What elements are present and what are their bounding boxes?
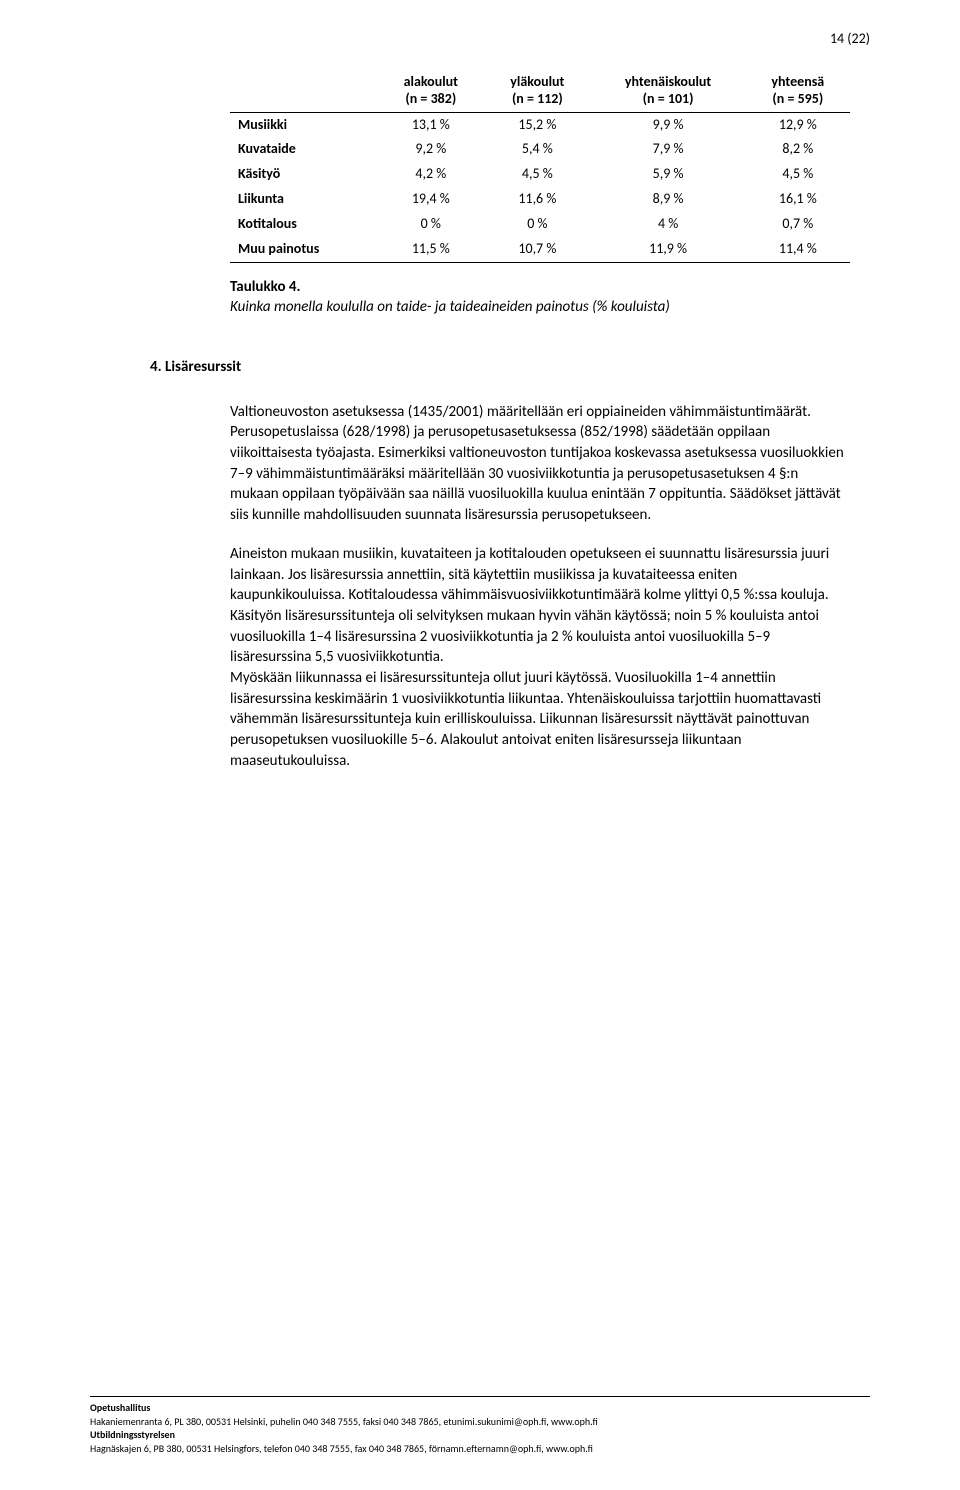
section-heading: 4. Lisäresurssit (150, 357, 870, 377)
row-value: 4,5 % (484, 162, 590, 187)
row-label: Kuvataide (230, 137, 377, 162)
footer-org-1: Opetushallitus (90, 1401, 870, 1415)
row-value: 15,2 % (484, 112, 590, 137)
row-value: 11,9 % (591, 237, 746, 262)
caption-bold: Taulukko 4. (230, 278, 301, 296)
footer-line-2: Hagnäskajen 6, PB 380, 00531 Helsingfors… (90, 1442, 870, 1456)
row-value: 13,1 % (377, 112, 484, 137)
col-header-0 (230, 70, 377, 112)
row-value: 8,2 % (746, 137, 850, 162)
row-label: Kotitalous (230, 212, 377, 237)
table-body: Musiikki13,1 %15,2 %9,9 %12,9 %Kuvataide… (230, 112, 850, 262)
col-header-4: yhteensä(n = 595) (746, 70, 850, 112)
table-row: Muu painotus11,5 %10,7 %11,9 %11,4 % (230, 237, 850, 262)
row-label: Käsityö (230, 162, 377, 187)
page-footer: Opetushallitus Hakaniemenranta 6, PL 380… (90, 1396, 870, 1455)
table-caption: Taulukko 4. Kuinka monella koululla on t… (230, 277, 870, 318)
caption-italic: Kuinka monella koululla on taide- ja tai… (230, 298, 670, 316)
paragraphs-container: Valtioneuvoston asetuksessa (1435/2001) … (230, 402, 850, 772)
row-label: Liikunta (230, 187, 377, 212)
row-value: 4,5 % (746, 162, 850, 187)
row-value: 11,5 % (377, 237, 484, 262)
paragraph-2: Aineiston mukaan musiikin, kuvataiteen j… (230, 544, 850, 668)
table-row: Kotitalous0 %0 %4 %0,7 % (230, 212, 850, 237)
row-label: Muu painotus (230, 237, 377, 262)
row-value: 0 % (377, 212, 484, 237)
table-header-row: alakoulut(n = 382) yläkoulut(n = 112) yh… (230, 70, 850, 112)
row-label: Musiikki (230, 112, 377, 137)
table-row: Kuvataide9,2 %5,4 %7,9 %8,2 % (230, 137, 850, 162)
table-row: Musiikki13,1 %15,2 %9,9 %12,9 % (230, 112, 850, 137)
col-header-2: yläkoulut(n = 112) (484, 70, 590, 112)
row-value: 11,4 % (746, 237, 850, 262)
footer-rule (90, 1396, 870, 1397)
row-value: 5,4 % (484, 137, 590, 162)
data-table: alakoulut(n = 382) yläkoulut(n = 112) yh… (230, 70, 850, 263)
row-value: 7,9 % (591, 137, 746, 162)
row-value: 0,7 % (746, 212, 850, 237)
row-value: 5,9 % (591, 162, 746, 187)
row-value: 0 % (484, 212, 590, 237)
row-value: 4,2 % (377, 162, 484, 187)
row-value: 12,9 % (746, 112, 850, 137)
row-value: 9,2 % (377, 137, 484, 162)
table-row: Liikunta19,4 %11,6 %8,9 %16,1 % (230, 187, 850, 212)
paragraph-1: Valtioneuvoston asetuksessa (1435/2001) … (230, 402, 850, 526)
row-value: 16,1 % (746, 187, 850, 212)
row-value: 8,9 % (591, 187, 746, 212)
footer-line-1: Hakaniemenranta 6, PL 380, 00531 Helsink… (90, 1415, 870, 1429)
page-number: 14 (22) (830, 30, 870, 49)
row-value: 11,6 % (484, 187, 590, 212)
col-header-1: alakoulut(n = 382) (377, 70, 484, 112)
table-row: Käsityö4,2 %4,5 %5,9 %4,5 % (230, 162, 850, 187)
paragraph-3: Myöskään liikunnassa ei lisäresurssitunt… (230, 668, 850, 771)
row-value: 4 % (591, 212, 746, 237)
row-value: 10,7 % (484, 237, 590, 262)
row-value: 9,9 % (591, 112, 746, 137)
row-value: 19,4 % (377, 187, 484, 212)
footer-org-2: Utbildningsstyrelsen (90, 1428, 870, 1442)
col-header-3: yhtenäiskoulut(n = 101) (591, 70, 746, 112)
